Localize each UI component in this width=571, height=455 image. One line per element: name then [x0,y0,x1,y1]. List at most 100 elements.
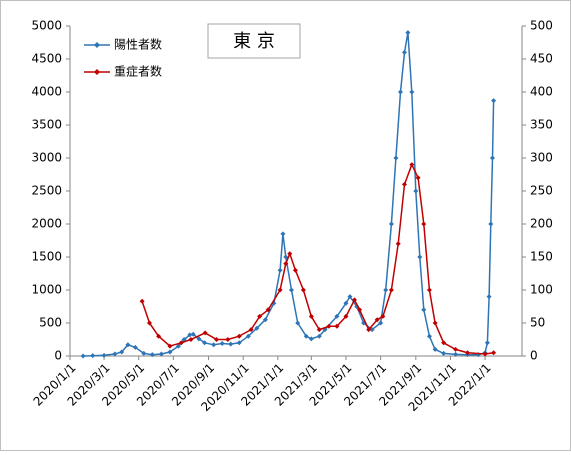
data-point [202,340,208,346]
data-point [393,155,399,161]
y2-tick-label: 200 [530,217,553,231]
data-point [486,294,492,300]
data-point [334,323,340,329]
data-point [453,351,459,357]
data-point [146,320,152,326]
data-point [90,353,96,359]
data-point [388,287,394,293]
data-point [214,337,220,342]
y2-tick-label: 400 [530,85,553,99]
y2-tick-label: 150 [530,250,553,264]
data-point [383,287,389,293]
data-point [366,327,372,333]
data-point [295,320,301,326]
data-point [236,333,242,339]
legend-label: 陽性者数 [114,37,162,52]
data-point [326,323,332,329]
y2-tick-label: 350 [530,118,553,132]
data-point [288,287,294,293]
data-point [277,267,283,273]
data-point [351,297,357,303]
data-point [316,333,322,339]
data-point [167,349,173,355]
data-point [119,349,125,355]
y2-tick-label: 250 [530,184,553,198]
data-point [196,336,202,342]
data-point [132,344,138,350]
data-point [432,346,438,352]
data-point [378,320,384,326]
data-point [190,331,196,337]
data-point [401,181,407,187]
data-point [357,307,363,313]
data-point [491,350,497,356]
legend-label: 重症者数 [114,64,162,79]
data-point [482,351,488,357]
y2-tick-label: 300 [530,151,553,165]
data-point [405,30,411,36]
data-point [303,333,309,339]
data-point [453,346,459,352]
data-point [421,307,427,313]
data-point [257,313,263,319]
data-point [187,332,193,338]
data-point [308,313,314,319]
data-point [188,337,194,342]
y-tick-label: 2000 [31,217,62,231]
data-point [380,313,386,319]
data-point [343,300,349,306]
y-tick-label: 0 [54,349,62,363]
data-point [265,307,271,313]
data-point [308,336,314,342]
data-point [426,333,432,339]
data-point [156,333,162,339]
data-point [413,188,419,194]
data-point [149,352,155,358]
data-point [236,340,242,346]
data-point [464,350,470,356]
data-point [491,98,497,104]
data-point [397,89,403,95]
data-point [248,327,254,333]
data-point [283,254,289,260]
data-point [254,325,260,331]
y2-tick-label: 0 [530,349,538,363]
data-point [175,343,181,349]
data-point [262,317,268,323]
data-point [426,287,432,293]
data-point [334,313,340,319]
data-point [292,267,298,273]
data-point [139,298,145,304]
data-point [489,155,495,161]
data-point [211,342,217,348]
data-point [441,350,447,356]
data-point [277,287,283,293]
title-box [207,23,301,59]
data-point [409,89,415,95]
data-point [283,261,289,267]
data-point [316,327,322,333]
y-tick-label: 3500 [31,118,62,132]
data-point [280,231,286,237]
y-tick-label: 3000 [31,151,62,165]
data-point [409,162,415,168]
y-tick-label: 4500 [31,52,62,66]
y2-tick-label: 450 [530,52,553,66]
data-point [225,337,231,342]
data-point [300,287,306,293]
y-tick-label: 1000 [31,283,62,297]
data-point [219,340,225,346]
y-tick-label: 4000 [31,85,62,99]
data-point [125,342,131,348]
y2-tick-label: 50 [530,316,545,330]
data-point [158,351,164,357]
data-point [343,313,349,319]
data-point [80,353,86,359]
legend-marker [94,69,100,75]
legend-marker [94,42,100,48]
data-point [167,343,173,349]
data-point [488,221,494,227]
data-point [374,317,380,323]
